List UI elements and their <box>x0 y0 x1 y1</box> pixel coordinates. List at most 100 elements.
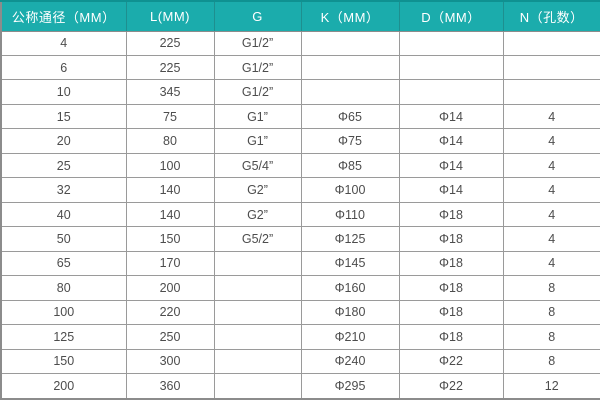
table-row: 6 225 G1/2” <box>0 54 600 81</box>
table-cell: 6 <box>0 54 127 81</box>
column-header: N（孔数） <box>502 0 600 32</box>
table-cell: Φ125 <box>300 226 400 252</box>
table-row: 15 75 G1” Φ65 Φ14 4 <box>0 103 600 130</box>
table-row: 100 220 Φ180 Φ18 8 <box>0 299 600 326</box>
table-cell: G5/4” <box>213 152 302 179</box>
column-header: G <box>213 0 302 32</box>
table-row: 200 360 Φ295 Φ22 12 <box>0 373 600 400</box>
table-cell: 300 <box>125 348 215 375</box>
table-cell: Φ18 <box>398 250 504 277</box>
table-cell: Φ180 <box>300 299 400 326</box>
table-cell: 4 <box>502 201 600 228</box>
column-header: 公称通径（MM） <box>0 0 127 32</box>
table-row: 25 100 G5/4” Φ85 Φ14 4 <box>0 152 600 179</box>
table-cell: G2” <box>213 177 302 203</box>
table-cell: 225 <box>125 54 215 81</box>
table-cell <box>398 54 504 81</box>
table-cell <box>213 299 302 326</box>
table-cell: Φ18 <box>398 299 504 326</box>
table-cell: 8 <box>502 348 600 375</box>
table-cell <box>398 30 504 56</box>
table-cell: Φ240 <box>300 348 400 375</box>
table-cell <box>300 30 400 56</box>
table-cell <box>213 324 302 350</box>
table-cell: 75 <box>125 103 215 130</box>
table-cell: 225 <box>125 30 215 56</box>
table-cell: 4 <box>502 152 600 179</box>
table-cell: 80 <box>125 128 215 154</box>
table-cell: Φ85 <box>300 152 400 179</box>
table-row: 80 200 Φ160 Φ18 8 <box>0 275 600 301</box>
table-cell: 10 <box>0 79 127 105</box>
table-cell: Φ18 <box>398 201 504 228</box>
table-cell: 4 <box>502 103 600 130</box>
table-cell: 40 <box>0 201 127 228</box>
table-cell: Φ14 <box>398 152 504 179</box>
table-cell <box>213 250 302 277</box>
table-cell: 100 <box>0 299 127 326</box>
table-cell: Φ14 <box>398 128 504 154</box>
table-row: 4 225 G1/2” <box>0 30 600 56</box>
table-cell: Φ145 <box>300 250 400 277</box>
table-cell: Φ14 <box>398 103 504 130</box>
table-cell <box>502 79 600 105</box>
table-cell: Φ210 <box>300 324 400 350</box>
table-cell: 8 <box>502 299 600 326</box>
table-cell: Φ22 <box>398 373 504 400</box>
table-header: 公称通径（MM） L(MM) G K（MM） D（MM） N（孔数） <box>0 0 600 32</box>
table-row: 10 345 G1/2” <box>0 79 600 105</box>
table-cell: Φ100 <box>300 177 400 203</box>
table-cell: 8 <box>502 275 600 301</box>
table-cell: 100 <box>125 152 215 179</box>
table-cell: 50 <box>0 226 127 252</box>
table-cell: 220 <box>125 299 215 326</box>
table-cell: Φ75 <box>300 128 400 154</box>
table-cell: G1/2” <box>213 79 302 105</box>
table-row: 32 140 G2” Φ100 Φ14 4 <box>0 177 600 203</box>
table-body: 4 225 G1/2” 6 225 G1/2” 10 345 G1/2” 15 75 G1” Φ65 Φ1… <box>0 30 600 400</box>
table-cell: Φ160 <box>300 275 400 301</box>
table-cell <box>398 79 504 105</box>
table-cell: 80 <box>0 275 127 301</box>
table-cell: 15 <box>0 103 127 130</box>
table-cell: Φ65 <box>300 103 400 130</box>
table-cell: 4 <box>0 30 127 56</box>
table-cell <box>300 54 400 81</box>
table-cell: Φ18 <box>398 275 504 301</box>
column-header: L(MM) <box>125 0 215 32</box>
table-cell: 345 <box>125 79 215 105</box>
table-cell: Φ295 <box>300 373 400 400</box>
table-cell: 150 <box>125 226 215 252</box>
table-cell: 65 <box>0 250 127 277</box>
table-cell: G2” <box>213 201 302 228</box>
table-cell: 12 <box>502 373 600 400</box>
table-cell: 140 <box>125 201 215 228</box>
table-cell: G1/2” <box>213 54 302 81</box>
table-cell: 4 <box>502 128 600 154</box>
table-cell: 25 <box>0 152 127 179</box>
table-cell: Φ14 <box>398 177 504 203</box>
table-cell <box>213 373 302 400</box>
table-cell: 360 <box>125 373 215 400</box>
table-cell <box>502 54 600 81</box>
table-cell: 4 <box>502 250 600 277</box>
table-row: 50 150 G5/2” Φ125 Φ18 4 <box>0 226 600 252</box>
column-header: D（MM） <box>398 0 504 32</box>
table-cell <box>213 275 302 301</box>
table-cell: 4 <box>502 177 600 203</box>
table-cell: 200 <box>125 275 215 301</box>
table-row: 125 250 Φ210 Φ18 8 <box>0 324 600 350</box>
table-cell: Φ110 <box>300 201 400 228</box>
table-cell: 250 <box>125 324 215 350</box>
table-cell <box>300 79 400 105</box>
table-cell: Φ18 <box>398 324 504 350</box>
table-cell: 150 <box>0 348 127 375</box>
table-cell: 8 <box>502 324 600 350</box>
table-cell: 20 <box>0 128 127 154</box>
table-cell: G1” <box>213 128 302 154</box>
table-row: 65 170 Φ145 Φ18 4 <box>0 250 600 277</box>
table-cell: G5/2” <box>213 226 302 252</box>
table-cell: Φ22 <box>398 348 504 375</box>
table-cell: 32 <box>0 177 127 203</box>
